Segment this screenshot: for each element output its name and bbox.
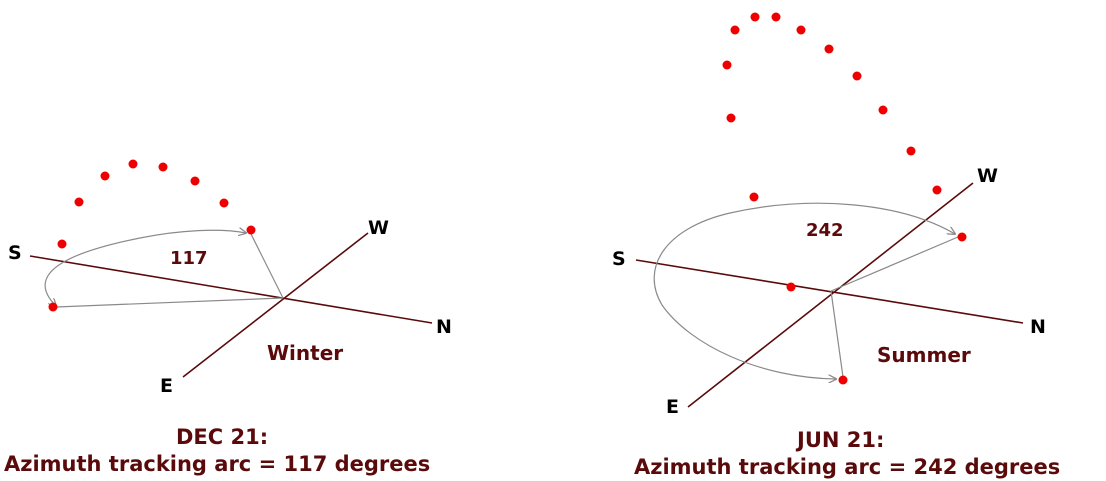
summer-sun-dot — [722, 60, 732, 70]
summer-east-west-axis — [687, 182, 974, 408]
summer-caption-date: JUN 21: — [795, 428, 884, 452]
summer-caption-arc: Azimuth tracking arc = 242 degrees — [634, 455, 1060, 479]
winter-sun-dot — [100, 171, 110, 181]
summer-season-label: Summer — [877, 343, 971, 367]
summer-sun-dot — [878, 105, 888, 115]
winter-caption-date: DEC 21: — [176, 425, 268, 449]
winter-season-label: Winter — [267, 341, 343, 365]
winter-arc-value: 117 — [170, 248, 208, 269]
winter-diagram: S N W E 117 Winter DEC 21: Azimuth track… — [4, 159, 452, 476]
winter-sun-dot — [246, 225, 256, 235]
winter-sun-dot — [48, 302, 58, 312]
summer-east-label: E — [666, 396, 679, 418]
summer-azimuth-arc — [653, 202, 955, 379]
winter-sun-dot — [219, 198, 229, 208]
summer-north-label: N — [1030, 316, 1046, 338]
winter-east-label: E — [160, 375, 173, 397]
summer-sun-dot — [726, 113, 736, 123]
winter-sunrise-ray — [249, 231, 284, 299]
winter-sun-dot — [128, 159, 138, 169]
winter-south-label: S — [8, 242, 22, 264]
summer-south-north-axis — [635, 259, 1024, 324]
summer-sun-dot — [932, 185, 942, 195]
summer-sun-dot — [796, 25, 806, 35]
summer-south-label: S — [612, 248, 626, 270]
summer-sun-dot — [786, 282, 796, 292]
summer-sunset-ray — [830, 236, 959, 292]
winter-sunset-ray — [55, 297, 284, 308]
summer-diagram: S N W E 242 Summer JUN 21: Azimuth track… — [612, 12, 1060, 479]
summer-sun-dot — [957, 232, 967, 242]
winter-east-west-axis — [182, 232, 369, 378]
summer-sun-dot — [730, 25, 740, 35]
winter-sun-dot — [190, 176, 200, 186]
summer-west-label: W — [977, 165, 998, 187]
winter-sun-dot — [158, 162, 168, 172]
winter-azimuth-arc — [44, 230, 246, 306]
summer-sun-dot — [750, 12, 760, 22]
winter-sun-dot — [74, 197, 84, 207]
summer-arc-value: 242 — [806, 220, 844, 241]
summer-sun-dot — [906, 146, 916, 156]
winter-north-label: N — [436, 316, 452, 338]
winter-west-label: W — [368, 217, 389, 239]
winter-caption-arc: Azimuth tracking arc = 117 degrees — [4, 452, 430, 476]
summer-sun-dot — [838, 375, 848, 385]
summer-sunrise-ray — [830, 290, 844, 378]
summer-sun-dot — [852, 71, 862, 81]
winter-south-north-axis — [29, 255, 433, 324]
summer-sun-dot — [824, 44, 834, 54]
summer-sun-dot — [771, 12, 781, 22]
winter-sun-dot — [57, 239, 67, 249]
summer-sun-dot — [749, 192, 759, 202]
